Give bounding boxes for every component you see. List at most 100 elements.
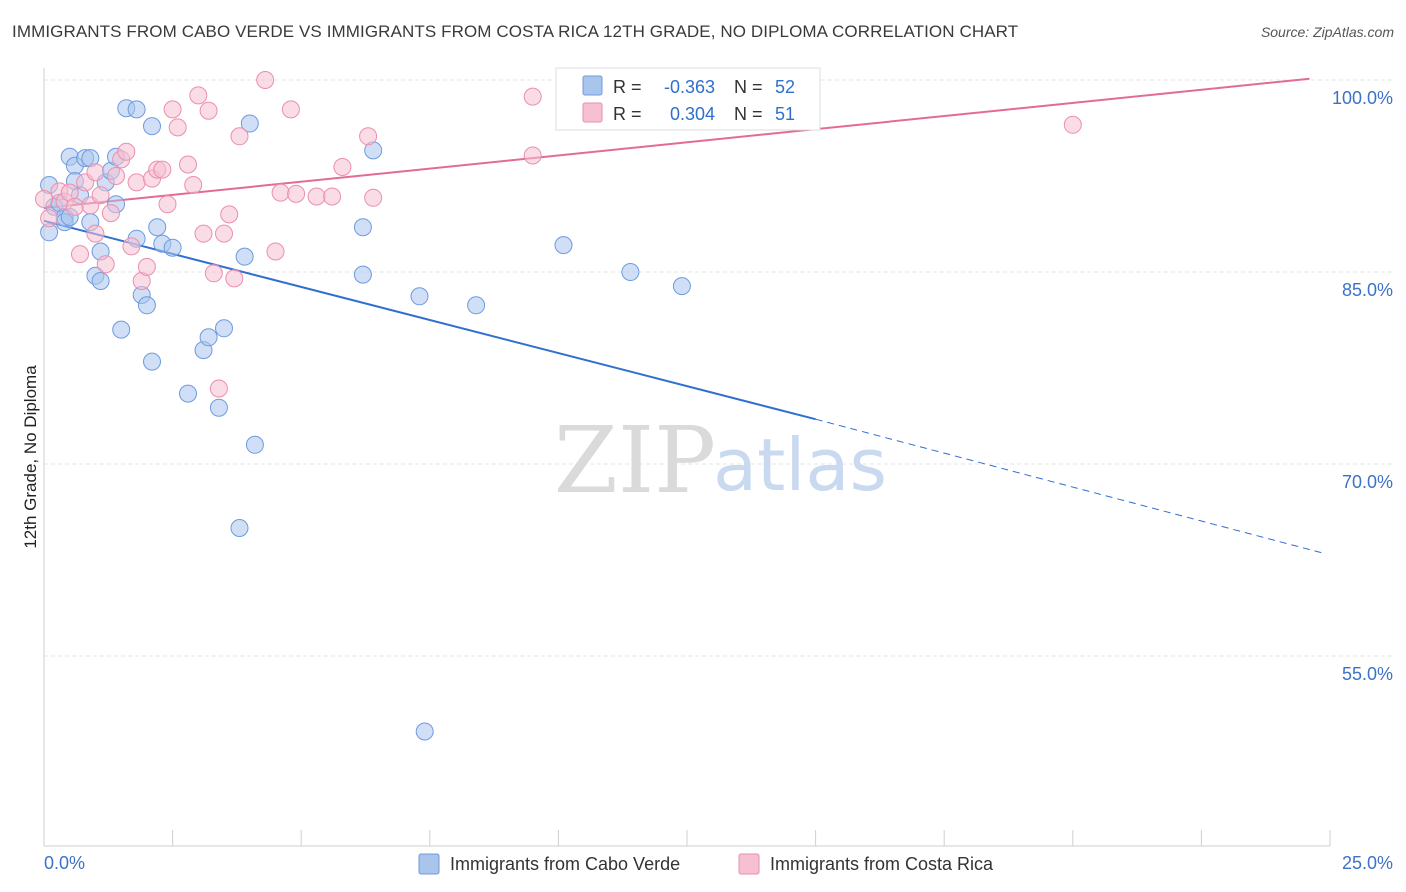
source-credit: Source: ZipAtlas.com: [1260, 24, 1394, 40]
blue-data-point: [245, 435, 264, 454]
blue-data-point: [199, 328, 218, 347]
pink-data-point: [307, 187, 326, 206]
pink-data-point: [189, 86, 208, 105]
bottom-legend-label-pink: Immigrants from Costa Rica: [770, 854, 994, 874]
stat-legend-swatch-pink: [582, 102, 603, 123]
stat-legend-n-label-blue: N =: [734, 77, 763, 97]
pink-data-point: [220, 205, 239, 224]
bottom-legend-swatch-blue: [418, 853, 440, 875]
stat-legend-n-value-pink: 51: [775, 104, 795, 124]
watermark-zip: ZIP: [554, 407, 716, 514]
pink-data-point: [256, 71, 275, 89]
bottom-legend-label-blue: Immigrants from Cabo Verde: [450, 854, 680, 874]
pink-data-point: [194, 224, 213, 243]
pink-data-point: [86, 163, 105, 182]
blue-data-point: [215, 319, 233, 338]
blue-data-point: [415, 722, 434, 741]
blue-data-point: [163, 238, 182, 257]
y-tick-label: 55.0%: [1342, 664, 1393, 684]
stat-legend: R = -0.363 N = 52 R = 0.304 N = 51: [555, 67, 821, 131]
pink-data-point: [215, 224, 233, 243]
pink-data-point: [364, 188, 383, 207]
y-tick-label: 100.0%: [1332, 88, 1393, 108]
blue-data-point: [127, 100, 146, 119]
x-tick-label-end: 25.0%: [1342, 853, 1393, 873]
blue-data-point: [410, 287, 429, 306]
pink-data-point: [40, 209, 59, 228]
y-tick-label: 85.0%: [1342, 280, 1393, 300]
bottom-legend-swatch-pink: [738, 853, 760, 875]
pink-data-point: [153, 160, 172, 179]
pink-data-point: [199, 101, 218, 120]
pink-data-point: [96, 255, 115, 274]
pink-data-point: [101, 204, 120, 223]
blue-data-point: [112, 320, 131, 339]
blue-data-point: [554, 236, 573, 255]
y-tick-label: 70.0%: [1342, 472, 1393, 492]
blue-data-point: [137, 296, 156, 315]
blue-data-point: [240, 114, 259, 133]
pink-data-point: [127, 173, 146, 192]
pink-data-point: [333, 158, 352, 176]
stat-legend-swatch-blue: [582, 75, 603, 96]
blue-data-point: [143, 352, 161, 371]
stat-legend-r-value-blue: -0.363: [664, 77, 715, 97]
pink-data-point: [266, 242, 285, 261]
pink-data-point: [107, 167, 125, 185]
pink-data-point: [179, 155, 197, 174]
pink-data-point: [281, 100, 300, 119]
pink-data-point: [359, 127, 378, 146]
stat-legend-r-value-pink: 0.304: [670, 104, 715, 124]
blue-data-point: [235, 247, 254, 266]
pink-data-point: [184, 176, 203, 194]
blue-data-point: [91, 272, 110, 290]
pink-data-point: [323, 187, 342, 206]
pink-data-point: [117, 142, 136, 161]
pink-data-point: [65, 197, 84, 216]
stat-legend-r-label-pink: R =: [613, 104, 642, 124]
chart-title: IMMIGRANTS FROM CABO VERDE VS IMMIGRANTS…: [12, 22, 1019, 41]
watermark-atlas: atlas: [713, 423, 887, 507]
pink-data-point: [122, 237, 141, 256]
blue-data-point: [179, 384, 197, 403]
axes: [43, 68, 1331, 847]
blue-data-point: [672, 277, 691, 296]
grid-lines: [44, 79, 1392, 657]
pink-data-point: [71, 245, 89, 264]
x-tick-label-start: 0.0%: [44, 853, 85, 873]
pink-data-point: [163, 100, 182, 119]
data-points: [35, 71, 1082, 741]
pink-data-point: [225, 269, 244, 288]
pink-data-point: [230, 127, 249, 146]
blue-data-point: [353, 218, 372, 237]
pink-data-point: [91, 186, 110, 205]
pink-data-point: [271, 183, 290, 202]
pink-data-point: [1063, 115, 1082, 134]
blue-trend-line-extension: [815, 418, 1325, 555]
x-tick-labels: 0.0% 25.0%: [44, 853, 1393, 873]
blue-data-point: [209, 398, 228, 417]
pink-data-point: [86, 224, 105, 243]
y-axis-label: 12th Grade, No Diploma: [21, 365, 40, 549]
pink-data-point: [137, 257, 156, 276]
blue-data-point: [230, 519, 249, 537]
blue-data-point: [143, 117, 161, 136]
pink-data-point: [204, 264, 223, 283]
blue-data-point: [353, 265, 372, 284]
pink-data-point: [168, 118, 187, 137]
pink-data-point: [209, 379, 228, 398]
pink-data-point: [158, 195, 177, 214]
blue-data-point: [148, 218, 167, 237]
blue-data-point: [621, 263, 640, 281]
y-tick-labels: 100.0% 85.0% 70.0% 55.0%: [1332, 88, 1393, 684]
blue-data-point: [467, 296, 486, 315]
stat-legend-n-value-blue: 52: [775, 77, 795, 97]
bottom-legend: Immigrants from Cabo Verde Immigrants fr…: [418, 853, 994, 875]
pink-data-point: [523, 146, 542, 165]
pink-data-point: [523, 87, 542, 106]
watermark: ZIP atlas: [554, 407, 887, 514]
stat-legend-r-label-blue: R =: [613, 77, 642, 97]
pink-trend-line: [43, 77, 1310, 209]
pink-data-point: [35, 190, 53, 208]
